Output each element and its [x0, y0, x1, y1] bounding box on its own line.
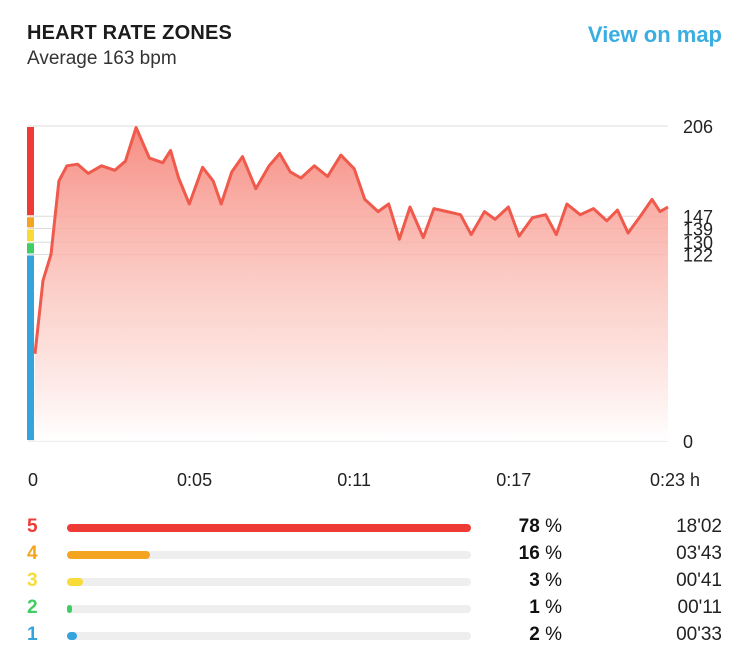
x-tick-label: 0:17	[496, 470, 531, 490]
heart-rate-line	[33, 126, 669, 354]
zone-progress-track	[67, 524, 471, 532]
zone-progress-fill	[67, 632, 77, 640]
zone-progress-track	[67, 551, 471, 559]
zone-progress-fill	[67, 524, 471, 532]
y-tick-label: 0	[683, 432, 693, 452]
x-tick-label: 0:11	[337, 470, 371, 490]
zone-time: 00'33	[676, 624, 722, 645]
zone-percent-value: 78	[518, 516, 540, 537]
zone-percent: 16 %	[470, 543, 562, 565]
zone-time: 00'41	[676, 570, 722, 591]
zone-progress-fill	[67, 551, 150, 559]
zone-number: 3	[27, 570, 38, 591]
zone-percent: 3 %	[470, 570, 562, 592]
zone-row-1: 1 2 % 00'33	[0, 624, 750, 648]
x-tick-label: 0:05	[177, 470, 212, 490]
y-tick-label: 122	[683, 245, 713, 265]
zone-percent-value: 3	[529, 570, 540, 591]
zone-percent-unit: %	[545, 516, 562, 537]
zone-percent: 78 %	[470, 516, 562, 538]
zone-strip-segment-1	[27, 255, 34, 440]
zone-percent-unit: %	[545, 570, 562, 591]
y-tick-label: 139	[683, 219, 713, 239]
average-bpm-subtitle: Average 163 bpm	[27, 48, 177, 69]
zone-percent-unit: %	[545, 624, 562, 645]
zone-time: 00'11	[677, 597, 723, 618]
zone-percent-unit: %	[545, 543, 562, 564]
zone-number: 2	[27, 597, 38, 618]
zone-row-3: 3 3 % 00'41	[0, 570, 750, 594]
zone-strip-segment-4	[27, 217, 34, 228]
zone-row-2: 2 1 % 00'11	[0, 597, 750, 621]
zone-number: 5	[27, 516, 38, 537]
x-tick-label: 0:23 h	[650, 470, 700, 490]
zone-progress-track	[67, 578, 471, 586]
zone-strip-segment-3	[27, 229, 34, 242]
zone-number: 4	[27, 543, 38, 564]
view-on-map-link[interactable]: View on map	[587, 22, 722, 47]
zone-progress-fill	[67, 605, 72, 613]
y-tick-label: 147	[683, 207, 713, 227]
zone-time: 03'43	[676, 543, 722, 564]
zone-percent-unit: %	[545, 597, 562, 618]
zone-row-5: 5 78 % 18'02	[0, 516, 750, 540]
heart-rate-area	[35, 127, 668, 441]
zone-percent: 1 %	[470, 597, 562, 619]
zone-progress-fill	[67, 578, 83, 586]
zone-strip-segment-2	[27, 243, 34, 254]
zone-percent-value: 1	[529, 597, 540, 618]
zone-row-4: 4 16 % 03'43	[0, 543, 750, 567]
x-axis-labels: 0 0:05 0:11 0:17 0:23 h	[28, 470, 700, 490]
zone-percent-value: 16	[518, 543, 540, 564]
zone-percent-value: 2	[529, 624, 540, 645]
zone-progress-track	[67, 605, 471, 613]
x-tick-label: 0	[28, 470, 38, 490]
zone-number: 1	[27, 624, 38, 645]
zone-strip-segment-5	[27, 127, 34, 216]
y-tick-label: 206	[683, 117, 713, 137]
zone-time: 18'02	[676, 516, 722, 537]
zone-progress-track	[67, 632, 471, 640]
zone-percent: 2 %	[470, 624, 562, 646]
page-title: HEART RATE ZONES	[27, 22, 233, 44]
y-tick-label: 130	[683, 233, 713, 253]
zone-color-strip	[27, 127, 34, 440]
